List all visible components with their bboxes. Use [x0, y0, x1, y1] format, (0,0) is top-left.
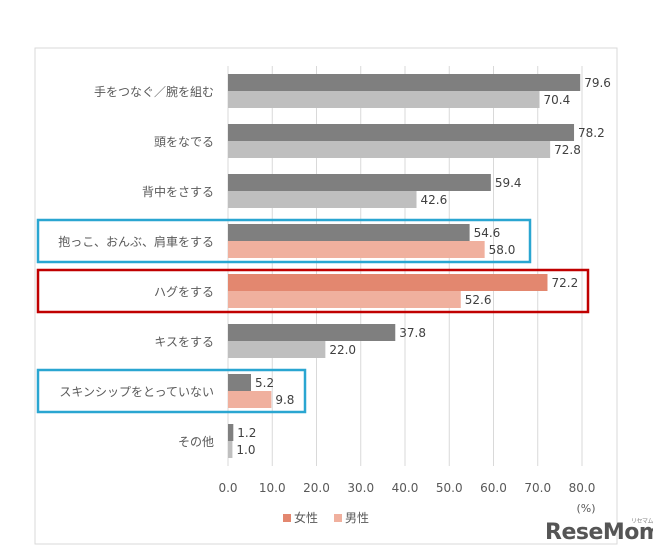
x-tick-label: 40.0: [392, 481, 419, 495]
highlight-boxes: [36, 218, 590, 414]
category-label: 手をつなぐ／腕を組む: [94, 84, 214, 99]
highlight-box-blue: [36, 368, 307, 414]
category-label: 抱っこ、おんぶ、肩車をする: [58, 234, 214, 249]
bar-female: [228, 324, 396, 341]
labels: 0.0 10.0 20.0 30.0 40.0 50.0 60.0 70.0 80.0 手をつなぐ…: [58, 76, 611, 495]
legend-swatch-female: [283, 514, 291, 522]
legend: 女性 男性: [283, 510, 369, 525]
data-label: 70.4: [544, 93, 571, 107]
data-label: 37.8: [399, 326, 426, 340]
x-tick-label: 50.0: [436, 481, 463, 495]
resemom-watermark-logo: ReseMom リセマム: [545, 518, 653, 545]
data-label: 5.2: [255, 376, 274, 390]
bar-female: [228, 124, 575, 141]
highlight-box-red: [36, 268, 590, 314]
bar-male: [228, 341, 326, 358]
x-axis-unit: (%): [576, 502, 595, 515]
data-label: 54.6: [474, 226, 501, 240]
bar-male: [228, 91, 540, 108]
data-label: 42.6: [421, 193, 448, 207]
data-label: 79.6: [584, 76, 611, 90]
bar-male: [228, 441, 233, 458]
bar-female: [228, 274, 548, 291]
category-label: 背中をさする: [142, 184, 214, 199]
category-label: その他: [178, 435, 214, 449]
category-label: 頭をなでる: [154, 135, 214, 149]
category-label: ハグをする: [154, 285, 214, 299]
data-label: 9.8: [275, 393, 294, 407]
bar-male: [228, 241, 485, 258]
legend-swatch-male: [334, 514, 342, 522]
bar-female: [228, 224, 470, 241]
bars: [228, 74, 581, 458]
bar-male: [228, 191, 417, 208]
data-label: 72.2: [551, 276, 578, 290]
legend-label-male: 男性: [345, 511, 369, 525]
bar-female: [228, 174, 491, 191]
x-tick-label: 70.0: [524, 481, 551, 495]
bar-female: [228, 74, 581, 91]
x-tick-label: 10.0: [259, 481, 286, 495]
data-label: 52.6: [465, 293, 492, 307]
bar-female: [228, 374, 252, 391]
bar-male: [228, 391, 272, 408]
category-label: スキンシップをとっていない: [59, 385, 214, 399]
highlight-box-blue: [36, 218, 532, 264]
data-label: 72.8: [554, 143, 581, 157]
data-label: 22.0: [329, 343, 356, 357]
x-tick-label: 80.0: [569, 481, 596, 495]
bar-male: [228, 291, 461, 308]
x-tick-label: 0.0: [218, 481, 237, 495]
legend-label-female: 女性: [294, 510, 318, 525]
x-tick-label: 30.0: [347, 481, 374, 495]
category-label: キスをする: [154, 335, 214, 349]
bar-male: [228, 141, 551, 158]
x-tick-label: 60.0: [480, 481, 507, 495]
data-label: 1.2: [237, 426, 256, 440]
bar-female: [228, 424, 234, 441]
data-label: 78.2: [578, 126, 605, 140]
data-label: 58.0: [489, 243, 516, 257]
x-tick-label: 20.0: [303, 481, 330, 495]
data-label: 59.4: [495, 176, 522, 190]
data-label: 1.0: [236, 443, 255, 457]
